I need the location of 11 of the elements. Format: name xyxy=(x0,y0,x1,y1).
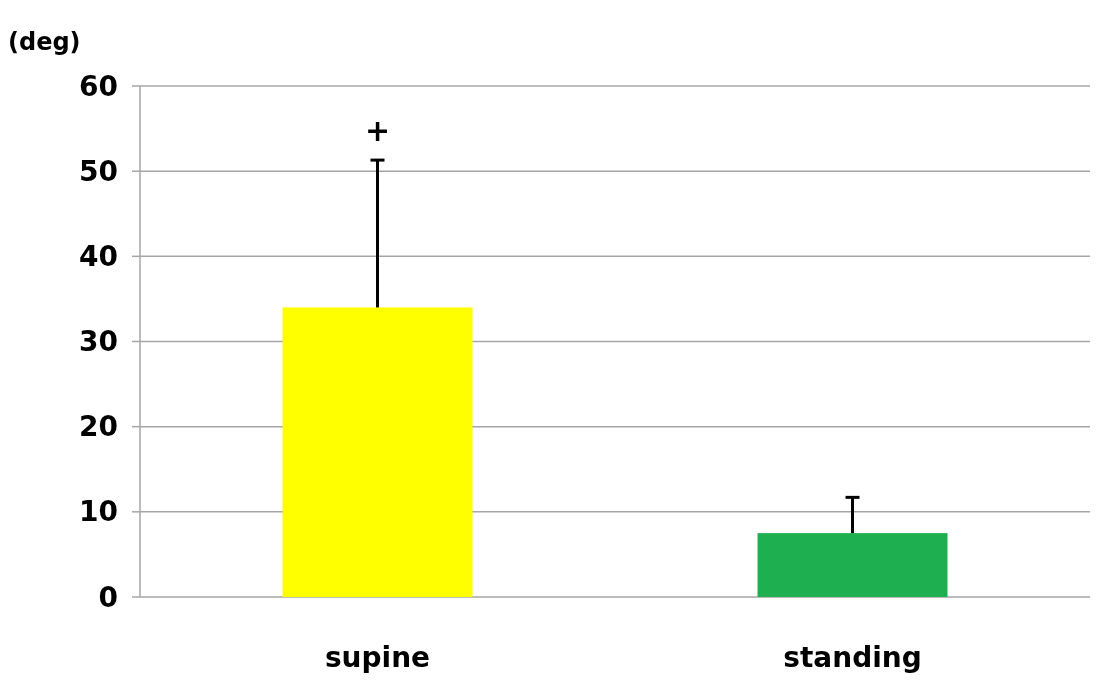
y-tick-label: 60 xyxy=(79,69,118,103)
y-axis-title: (deg) xyxy=(8,28,81,56)
x-tick-label: supine xyxy=(324,641,431,674)
annotation: + xyxy=(364,112,391,148)
y-tick-label: 0 xyxy=(98,580,118,614)
y-tick-label: 30 xyxy=(79,325,118,358)
y-tick-label: 50 xyxy=(79,154,118,188)
y-tick-label: 20 xyxy=(79,410,118,444)
y-tick-label: 40 xyxy=(79,239,118,273)
x-tick-label: standing xyxy=(783,641,922,674)
y-tick-label: 10 xyxy=(79,495,118,529)
